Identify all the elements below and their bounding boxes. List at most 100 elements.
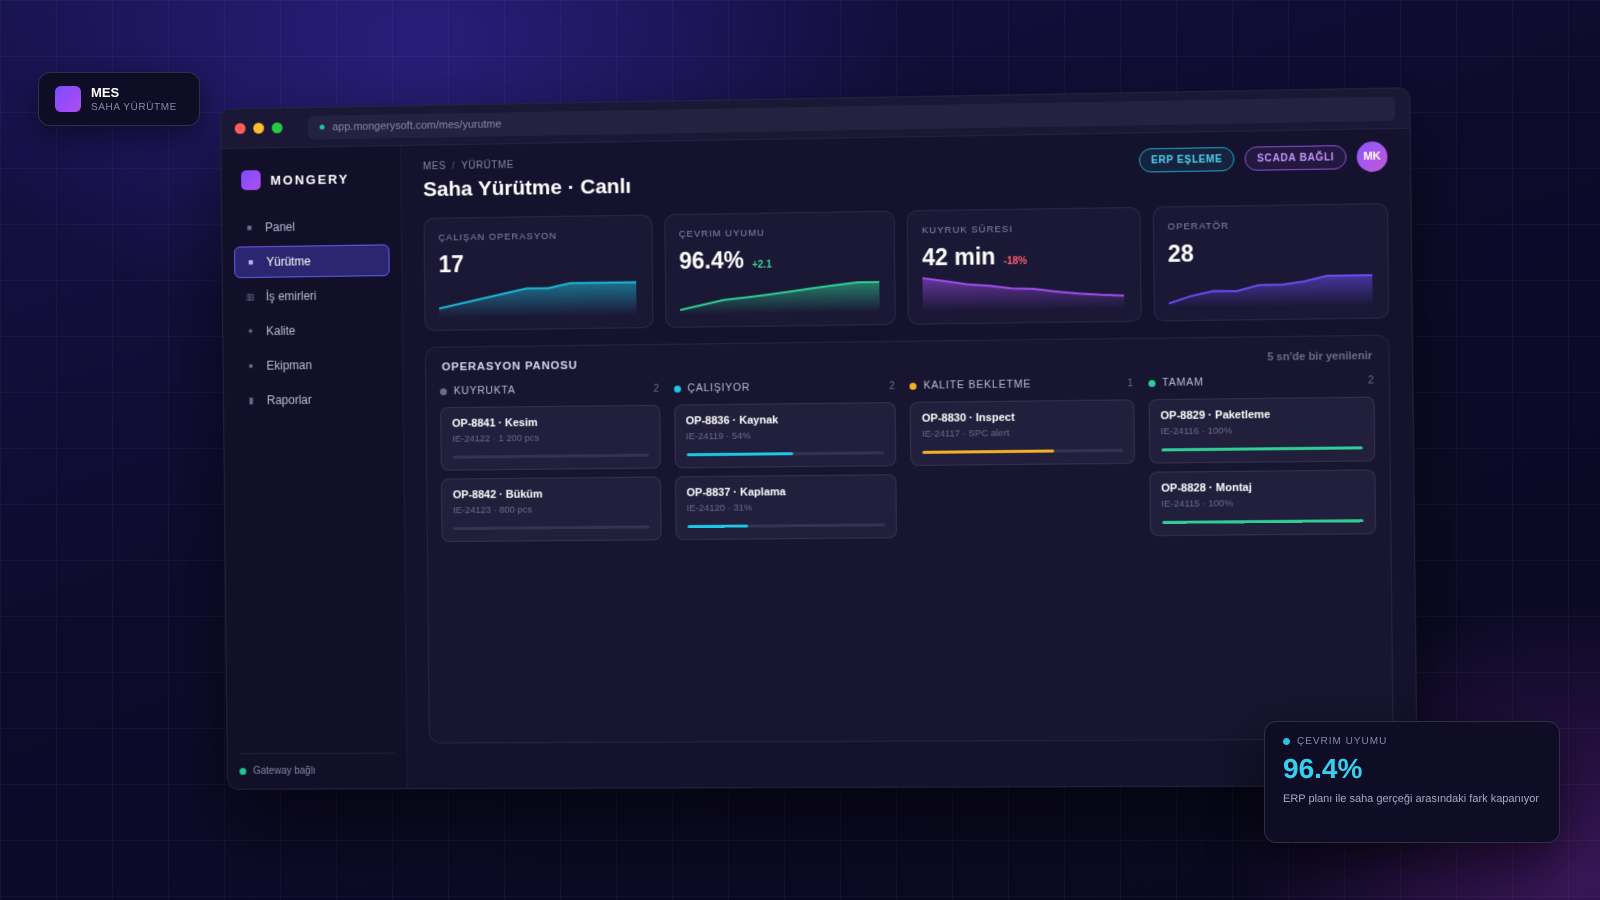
erp-sync-button[interactable]: ERP EŞLEME — [1139, 147, 1235, 173]
avatar[interactable]: MK — [1357, 141, 1388, 172]
sidebar-item-label: Ekipman — [266, 358, 312, 372]
card-title: OP-8837 · Kaplama — [686, 485, 884, 499]
minimize-window-icon[interactable] — [253, 123, 264, 134]
card-meta: IE-24122 · 1 200 pcs — [452, 432, 648, 445]
sidebar-item-3[interactable]: ▥ İş emirleri — [234, 279, 390, 313]
kpi-card[interactable]: OPERATÖR 28 — [1152, 203, 1389, 322]
column-header: TAMAM 2 — [1148, 374, 1375, 389]
kpi-card[interactable]: ÇEVRIM UYUMU 96.4% +2.1 — [664, 211, 896, 328]
maximize-window-icon[interactable] — [272, 122, 283, 133]
floating-kpi-value: 96.4% — [1283, 753, 1541, 785]
progress-fill — [1161, 446, 1363, 451]
kpi-value: 96.4% — [679, 247, 744, 275]
sparkle-icon: ✦ — [245, 326, 257, 337]
kpi-label: OPERATÖR — [1167, 218, 1372, 232]
main-content: MES / YÜRÜTME Saha Yürütme · Canlı ERP EŞL… — [401, 129, 1417, 790]
brand-name: MONGERY — [270, 171, 349, 187]
board-column: KUYRUKTA 2 OP-8841 · Kesim IE-24122 · 1 200… — [440, 383, 661, 550]
header-actions: ERP EŞLEME SCADA BAĞLI MK — [1139, 141, 1388, 175]
card-meta: IE-24123 · 800 pcs — [453, 503, 649, 516]
sidebar-item-5[interactable]: ● Ekipman — [235, 348, 391, 382]
operation-card[interactable]: OP-8829 · Paketleme IE-24116 · 100% — [1148, 397, 1375, 464]
card-meta: IE-24117 · SPC alert — [922, 427, 1122, 440]
operation-card[interactable]: OP-8830 · Inspect IE-24117 · SPC alert — [910, 399, 1135, 466]
column-status-dot-icon — [673, 385, 680, 392]
progress-fill — [922, 449, 1054, 453]
sidebar-item-6[interactable]: ▮ Raporlar — [235, 383, 391, 416]
brand-logo-icon — [241, 170, 261, 190]
column-header: KUYRUKTA 2 — [440, 383, 660, 398]
mes-logo-icon — [55, 86, 81, 112]
operation-card[interactable]: OP-8837 · Kaplama IE-24120 · 31% — [674, 474, 897, 540]
sidebar-item-2[interactable]: ■ Yürütme — [234, 244, 390, 278]
kpi-card[interactable]: KUYRUK SÜRESI 42 min -18% — [907, 207, 1142, 325]
floating-kpi-description: ERP planı ile saha gerçeği arasındaki fa… — [1283, 791, 1541, 808]
close-window-icon[interactable] — [235, 123, 246, 134]
card-meta: IE-24120 · 31% — [687, 501, 885, 514]
sidebar-item-label: Raporlar — [267, 393, 312, 407]
column-count: 2 — [653, 383, 659, 394]
board-columns: KUYRUKTA 2 OP-8841 · Kesim IE-24122 · 1 200… — [440, 374, 1376, 550]
progress-bar — [452, 454, 648, 459]
column-title: KALITE BEKLETME — [923, 378, 1031, 391]
progress-bar — [453, 525, 649, 530]
operation-card[interactable]: OP-8828 · Montaj IE-24115 · 100% — [1149, 469, 1376, 536]
card-title: OP-8829 · Paketleme — [1160, 408, 1362, 422]
progress-bar — [1161, 446, 1363, 451]
board-column: KALITE BEKLETME 1 OP-8830 · Inspect IE-2411… — [909, 377, 1135, 546]
mes-badge-title: MES — [91, 85, 177, 100]
kpi-card[interactable]: ÇALIŞAN OPERASYON 17 — [423, 214, 653, 331]
circle-icon: ● — [245, 361, 257, 371]
brand[interactable]: MONGERY — [233, 164, 389, 212]
kpi-delta: +2.1 — [752, 260, 772, 271]
sidebar-item-label: Kalite — [266, 324, 295, 338]
kpi-label: KUYRUK SÜRESI — [922, 222, 1125, 236]
sidebar-item-1[interactable]: ■ Panel — [234, 210, 390, 244]
progress-fill — [1162, 519, 1364, 524]
column-count: 2 — [889, 380, 896, 391]
sidebar-item-label: Panel — [265, 220, 295, 234]
card-title: OP-8842 · Büküm — [453, 488, 649, 502]
operation-card[interactable]: OP-8841 · Kesim IE-24122 · 1 200 pcs — [440, 405, 660, 471]
progress-bar — [922, 449, 1122, 454]
list-icon: ▥ — [244, 291, 256, 302]
gateway-status: Gateway bağlı — [239, 753, 395, 777]
kpi-value: 17 — [439, 251, 464, 278]
card-title: OP-8836 · Kaynak — [686, 413, 884, 427]
kpi-sparkline — [679, 274, 879, 315]
progress-fill — [687, 525, 748, 529]
kpi-label: ÇEVRIM UYUMU — [679, 226, 880, 240]
kpi-row: ÇALIŞAN OPERASYON 17 ÇEVRIM UYUMU 96.4% +2.1… — [423, 203, 1389, 331]
card-title: OP-8841 · Kesim — [452, 416, 648, 430]
floating-kpi-label: ÇEVRIM UYUMU — [1297, 736, 1387, 747]
column-count: 1 — [1127, 378, 1134, 389]
gateway-status-text: Gateway bağlı — [253, 766, 315, 777]
breadcrumb-item-yurutme: YÜRÜTME — [461, 160, 514, 172]
app-layout: MONGERY ■ Panel ■ Yürütme ▥ İş emirleri ✦ Kalit… — [221, 129, 1416, 790]
kpi-label: ÇALIŞAN OPERASYON — [438, 230, 637, 244]
column-title: ÇALIŞIYOR — [687, 382, 750, 395]
browser-window: app.mongerysoft.com/mes/yurutme MONGERY … — [220, 87, 1418, 790]
operation-card[interactable]: OP-8842 · Büküm IE-24123 · 800 pcs — [441, 476, 661, 542]
operation-board: OPERASYON PANOSU 5 sn'de bir yenilenir K… — [425, 335, 1394, 744]
card-meta: IE-24116 · 100% — [1161, 424, 1363, 437]
breadcrumb-item-mes[interactable]: MES — [423, 161, 446, 172]
progress-bar — [1162, 519, 1364, 524]
scada-status-button[interactable]: SCADA BAĞLI — [1245, 145, 1347, 171]
progress-bar — [687, 523, 885, 528]
status-dot-icon — [1283, 738, 1290, 745]
card-meta: IE-24119 · 54% — [686, 429, 884, 442]
progress-fill — [686, 452, 793, 456]
sidebar-item-4[interactable]: ✦ Kalite — [235, 314, 391, 348]
card-title: OP-8830 · Inspect — [922, 411, 1122, 425]
operation-card[interactable]: OP-8836 · Kaynak IE-24119 · 54% — [674, 402, 897, 468]
mes-badge: MES SAHA YÜRÜTME — [38, 72, 200, 126]
kpi-value: 42 min — [922, 243, 996, 271]
floating-kpi-card: ÇEVRIM UYUMU 96.4% ERP planı ile saha ge… — [1264, 721, 1560, 843]
sidebar-item-label: Yürütme — [266, 254, 310, 268]
square-icon: ■ — [245, 257, 257, 267]
column-header: ÇALIŞIYOR 2 — [673, 380, 895, 395]
board-column: ÇALIŞIYOR 2 OP-8836 · Kaynak IE-24119 · 54%… — [673, 380, 897, 548]
secure-connection-icon — [320, 125, 325, 130]
column-status-dot-icon — [440, 388, 447, 395]
